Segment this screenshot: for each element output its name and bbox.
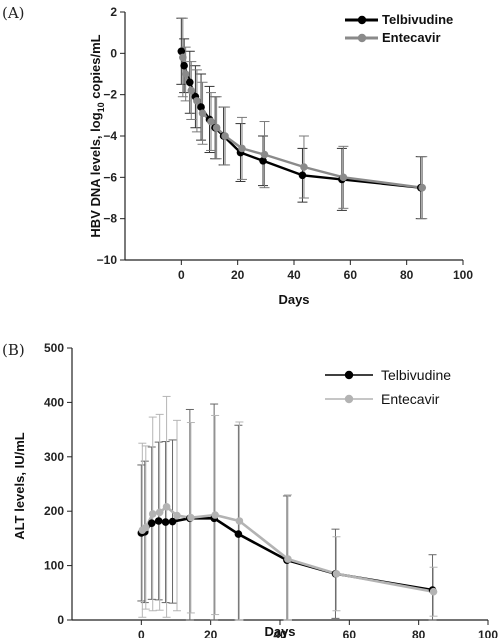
data-point-telbivudine <box>234 530 243 538</box>
panel-a-x-axis-title: Days <box>278 292 309 307</box>
x-tick-label: 20 <box>231 268 245 282</box>
panel-b-letter: (B) <box>2 341 25 359</box>
data-point-entecavir <box>142 523 150 532</box>
data-point-entecavir <box>193 97 201 105</box>
legend-a-telbivudine-marker <box>357 15 367 25</box>
data-point-entecavir <box>339 173 348 182</box>
data-point-entecavir <box>155 508 164 517</box>
legend-a-telbivudine-label: Telbivudine <box>382 12 453 27</box>
data-point-entecavir <box>300 163 308 171</box>
data-point-entecavir <box>221 132 229 140</box>
y-tick-label: −10 <box>97 253 118 267</box>
y-tick-label: 0 <box>57 613 64 627</box>
panel-b: (B) 0 20 40 60 80 100 500 400 300 200 100 0 Days AL… <box>2 341 498 638</box>
data-point-telbivudine <box>168 517 177 526</box>
panel-b-legend: Telbivudine Entecavir <box>325 367 451 407</box>
data-point-entecavir <box>284 555 292 563</box>
panel-a-points <box>177 47 427 192</box>
data-point-entecavir <box>207 117 215 126</box>
legend-b-telbivudine-label: Telbivudine <box>381 367 451 383</box>
data-point-entecavir <box>181 70 190 78</box>
data-point-entecavir <box>212 123 221 132</box>
panel-a-legend: Telbivudine Entecavir <box>345 12 453 45</box>
x-tick-label: 60 <box>343 628 357 638</box>
data-point-telbivudine <box>147 519 156 527</box>
data-point-telbivudine <box>177 47 186 56</box>
y-tick-label: −4 <box>103 129 117 143</box>
data-point-telbivudine <box>259 157 267 165</box>
data-point-entecavir <box>162 503 171 511</box>
x-tick-label: 100 <box>478 628 498 638</box>
x-tick-label: 40 <box>273 628 287 638</box>
data-point-telbivudine <box>298 171 307 180</box>
data-point-telbivudine <box>180 61 188 70</box>
y-tick-label: 200 <box>44 504 64 518</box>
data-point-telbivudine <box>185 78 194 87</box>
data-point-entecavir <box>173 511 181 520</box>
x-tick-label: 100 <box>453 268 473 282</box>
data-point-telbivudine <box>161 518 170 526</box>
legend-a-entecavir-label: Entecavir <box>382 30 441 45</box>
panel-b-error-bars <box>137 395 438 621</box>
panel-b-x-axis-title: Days <box>264 624 295 638</box>
legend-b-entecavir-marker <box>344 394 354 404</box>
legend-b-entecavir-label: Entecavir <box>381 391 440 407</box>
x-tick-label: 80 <box>400 268 414 282</box>
x-tick-label: 0 <box>178 268 185 282</box>
panel-a-letter: (A) <box>2 4 25 22</box>
panel-b-ticks: 0 20 40 60 80 100 500 400 300 200 100 0 <box>44 341 498 638</box>
data-point-entecavir <box>418 183 427 192</box>
legend-b-telbivudine-marker <box>344 370 354 380</box>
data-point-entecavir <box>260 150 269 159</box>
data-point-entecavir <box>211 511 219 519</box>
x-tick-label: 20 <box>204 628 218 638</box>
data-point-telbivudine <box>197 103 205 111</box>
data-point-telbivudine <box>154 517 163 525</box>
data-point-entecavir <box>187 86 196 95</box>
panel-a-y-axis-title: HBV DNA levels, log10 copies/mL <box>88 34 106 237</box>
data-point-entecavir <box>187 513 195 522</box>
x-tick-label: 40 <box>287 268 301 282</box>
panel-a-y-title-tail: copies/mL <box>88 34 103 102</box>
data-point-entecavir <box>332 569 341 578</box>
x-tick-label: 60 <box>344 268 358 282</box>
y-tick-label: −6 <box>103 170 117 184</box>
data-point-entecavir <box>179 53 187 62</box>
y-tick-label: 2 <box>110 5 117 19</box>
data-point-entecavir <box>238 144 246 153</box>
x-tick-label: 80 <box>412 628 426 638</box>
y-tick-label: 300 <box>44 450 64 464</box>
panel-a-y-title-main: HBV DNA levels, log <box>88 112 103 237</box>
y-tick-label: −8 <box>103 212 117 226</box>
panel-a-y-title-sub: 10 <box>96 102 106 112</box>
y-tick-label: 100 <box>44 559 64 573</box>
data-point-entecavir <box>198 109 207 118</box>
panel-b-points <box>137 503 438 596</box>
panel-b-y-axis-title: ALT levels, IU/mL <box>12 432 27 539</box>
y-tick-label: 400 <box>44 395 64 409</box>
panel-a-error-bars <box>176 17 428 220</box>
y-tick-label: 500 <box>44 341 64 355</box>
x-tick-label: 0 <box>138 628 145 638</box>
data-point-entecavir <box>429 587 438 596</box>
legend-a-entecavir-marker <box>357 33 367 43</box>
y-tick-label: −2 <box>103 88 117 102</box>
data-point-entecavir <box>148 510 157 518</box>
data-point-entecavir <box>235 517 244 525</box>
y-tick-label: 0 <box>110 46 117 60</box>
